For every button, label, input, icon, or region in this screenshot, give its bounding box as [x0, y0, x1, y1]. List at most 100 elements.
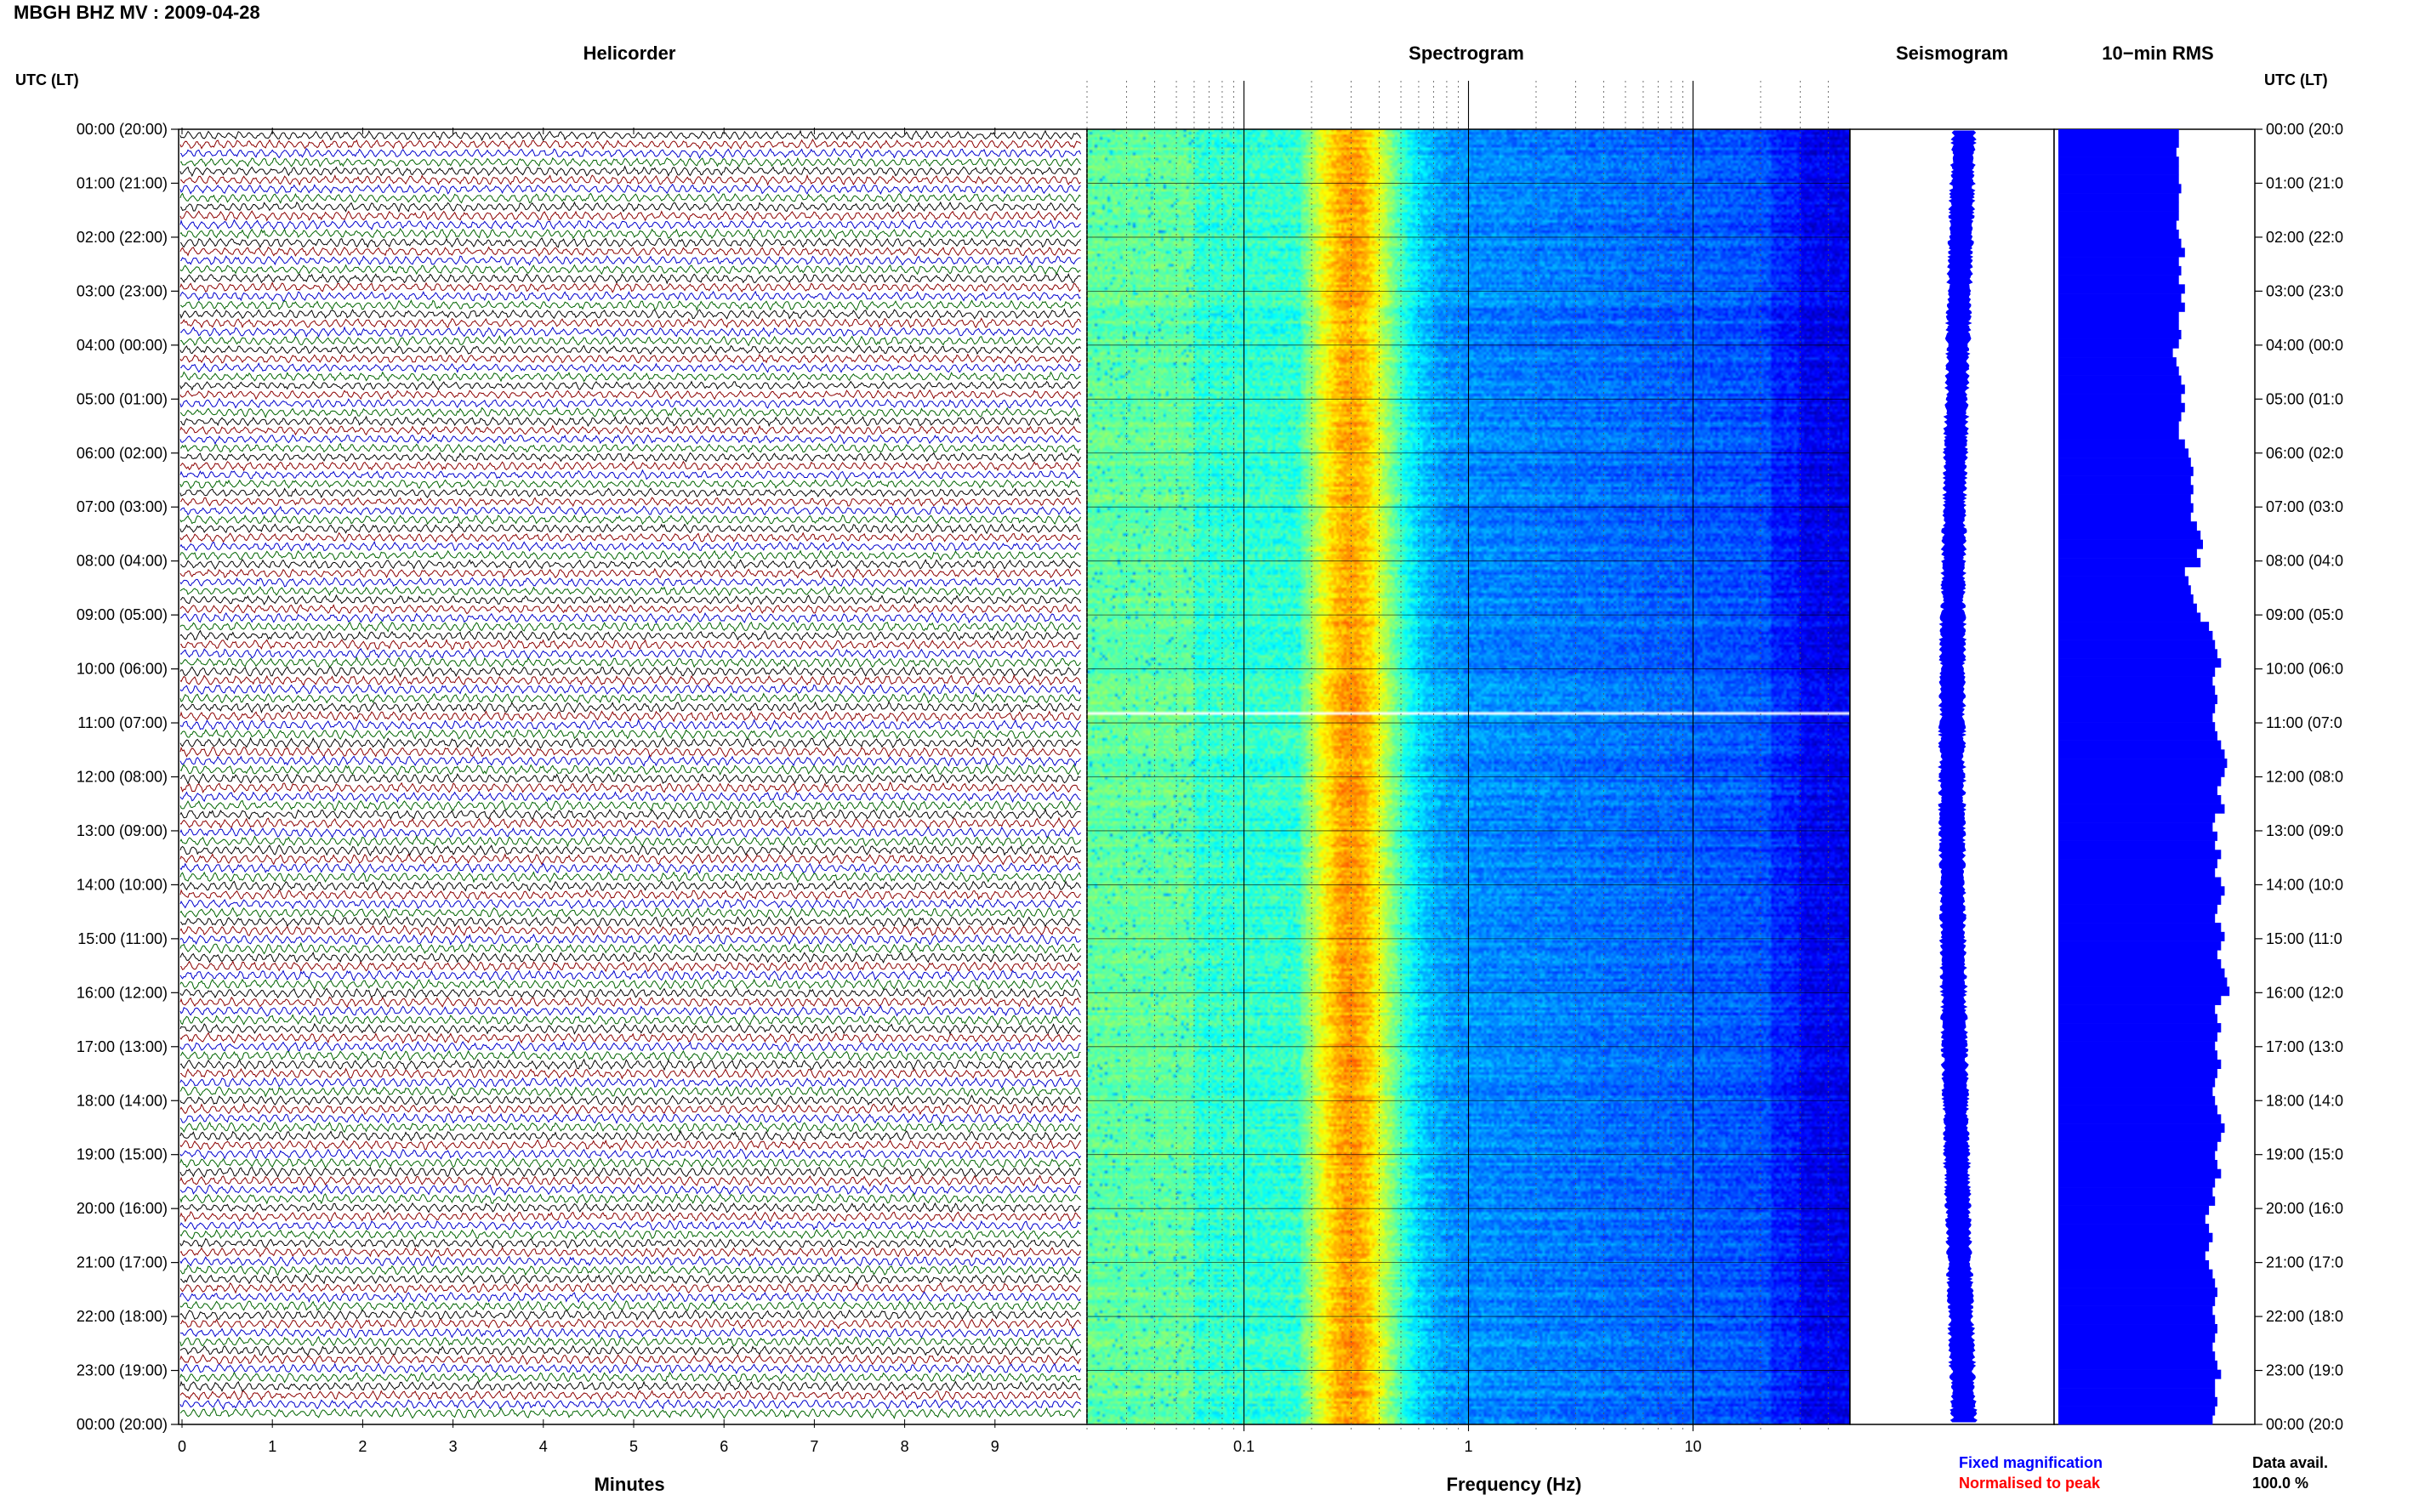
rms-bar [2058, 1242, 2210, 1252]
rms-bar [2058, 384, 2185, 395]
rms-bar [2058, 1415, 2213, 1425]
helicorder-trace [179, 1255, 1081, 1267]
helicorder-trace [179, 603, 1081, 615]
helicorder-trace [179, 147, 1082, 159]
rms-bar [2058, 822, 2213, 833]
hour-label-left: 10:00 (06:00) [77, 661, 168, 678]
helicorder-trace [179, 692, 1082, 704]
helicorder-trace [179, 1129, 1082, 1142]
helicorder-trace [179, 1398, 1082, 1411]
rms-bar [2058, 1068, 2217, 1078]
hour-label-right: 16:00 (12:0 [2266, 984, 2343, 1001]
rms-bar [2058, 1187, 2213, 1197]
rms-bar [2058, 977, 2228, 987]
rms-bar [2058, 512, 2191, 522]
rms-bar [2058, 302, 2185, 312]
hour-label-right: 06:00 (02:0 [2266, 445, 2343, 462]
hour-label-right: 15:00 (11:0 [2266, 930, 2342, 947]
rms-bar [2058, 1114, 2222, 1124]
helicorder-trace [179, 129, 1082, 142]
minute-tick-label: 3 [449, 1438, 458, 1455]
helicorder-trace [179, 577, 1081, 588]
hour-label-right: 22:00 (18:0 [2266, 1308, 2343, 1325]
helicorder-trace [179, 1014, 1082, 1026]
rms-bar [2058, 831, 2217, 841]
helicorder-trace [179, 397, 1081, 409]
data-availability-value: 100.0 % [2252, 1475, 2308, 1492]
helicorder-trace [179, 308, 1082, 320]
rms-bar [2058, 357, 2177, 367]
rms-bar [2058, 402, 2185, 412]
helicorder-trace [179, 326, 1081, 338]
hour-label-left: 14:00 (10:00) [77, 876, 168, 893]
helicorder-trace [179, 656, 1082, 668]
rms-bar [2058, 1141, 2217, 1151]
rms-bar [2058, 1032, 2217, 1042]
rms-bar [2058, 1396, 2217, 1407]
hour-label-right: 00:00 (20:0 [2266, 1416, 2343, 1433]
helicorder-trace [179, 1344, 1082, 1357]
hour-label-right: 07:00 (03:0 [2266, 498, 2343, 515]
helicorder-trace [179, 862, 1081, 874]
hour-label-right: 09:00 (05:0 [2266, 606, 2343, 623]
helicorder-trace [179, 941, 1082, 955]
frequency-tick-label: 10 [1684, 1438, 1701, 1455]
helicorder-trace [179, 1299, 1081, 1312]
helicorder-trace [179, 772, 1081, 786]
rms-bar [2058, 941, 2222, 951]
rms-bar [2058, 211, 2179, 221]
helicorder-trace [179, 1094, 1082, 1107]
rms-bar [2058, 1205, 2210, 1215]
page-title: MBGH BHZ MV : 2009-04-28 [14, 2, 260, 23]
rms-bar [2058, 1178, 2216, 1188]
rms-bar [2058, 767, 2225, 777]
rms-bar [2058, 713, 2213, 723]
rms-bar [2058, 685, 2216, 696]
helicorder-trace [179, 380, 1081, 391]
helicorder-trace [179, 460, 1081, 472]
hour-label-left: 18:00 (14:00) [77, 1092, 168, 1109]
minute-tick-label: 5 [629, 1438, 638, 1455]
helicorder-trace [179, 567, 1082, 579]
rms-bar [2058, 676, 2213, 686]
utc-right-label: UTC (LT) [2264, 71, 2328, 88]
rms-bar [2058, 448, 2188, 458]
helicorder-trace [179, 1058, 1081, 1071]
helicorder-trace [179, 1067, 1081, 1080]
rms-bar [2058, 147, 2177, 157]
helicorder-trace [179, 549, 1081, 561]
rms-bar [2058, 840, 2216, 850]
helicorder-trace [179, 1032, 1081, 1044]
rms-bar [2058, 1168, 2222, 1179]
rms-bar [2058, 193, 2179, 203]
rms-bar [2058, 485, 2194, 495]
helicorder-trace [179, 1112, 1081, 1124]
rms-bar [2058, 904, 2217, 914]
rms-bar [2058, 1059, 2222, 1070]
helicorder-trace [179, 951, 1082, 964]
rms-bar [2058, 850, 2222, 860]
rms-bar [2058, 1342, 2213, 1352]
hour-label-left: 21:00 (17:00) [77, 1254, 168, 1271]
helicorder-trace [179, 1273, 1081, 1285]
helicorder-trace [179, 907, 1081, 918]
helicorder-trace [179, 853, 1081, 866]
helicorder-trace [179, 683, 1082, 696]
helicorder-trace [179, 1407, 1082, 1420]
rms-bar [2058, 1351, 2216, 1361]
rms-bar [2058, 658, 2222, 668]
hour-label-left: 15:00 (11:00) [77, 930, 168, 947]
helicorder-trace [179, 210, 1082, 222]
rms-bar [2058, 859, 2217, 869]
helicorder-xlabel: Minutes [594, 1474, 664, 1495]
helicorder-trace [179, 1040, 1081, 1053]
hour-label-left: 04:00 (00:00) [77, 337, 168, 354]
rms-bar [2058, 895, 2222, 905]
rms-bar [2058, 794, 2222, 804]
rms-bar [2058, 1369, 2222, 1379]
helicorder-trace [179, 898, 1082, 910]
data-availability-label: Data avail. [2252, 1454, 2328, 1471]
rms-bar [2058, 1105, 2217, 1115]
rms-bar [2058, 1041, 2216, 1051]
helicorder-trace [179, 442, 1081, 454]
